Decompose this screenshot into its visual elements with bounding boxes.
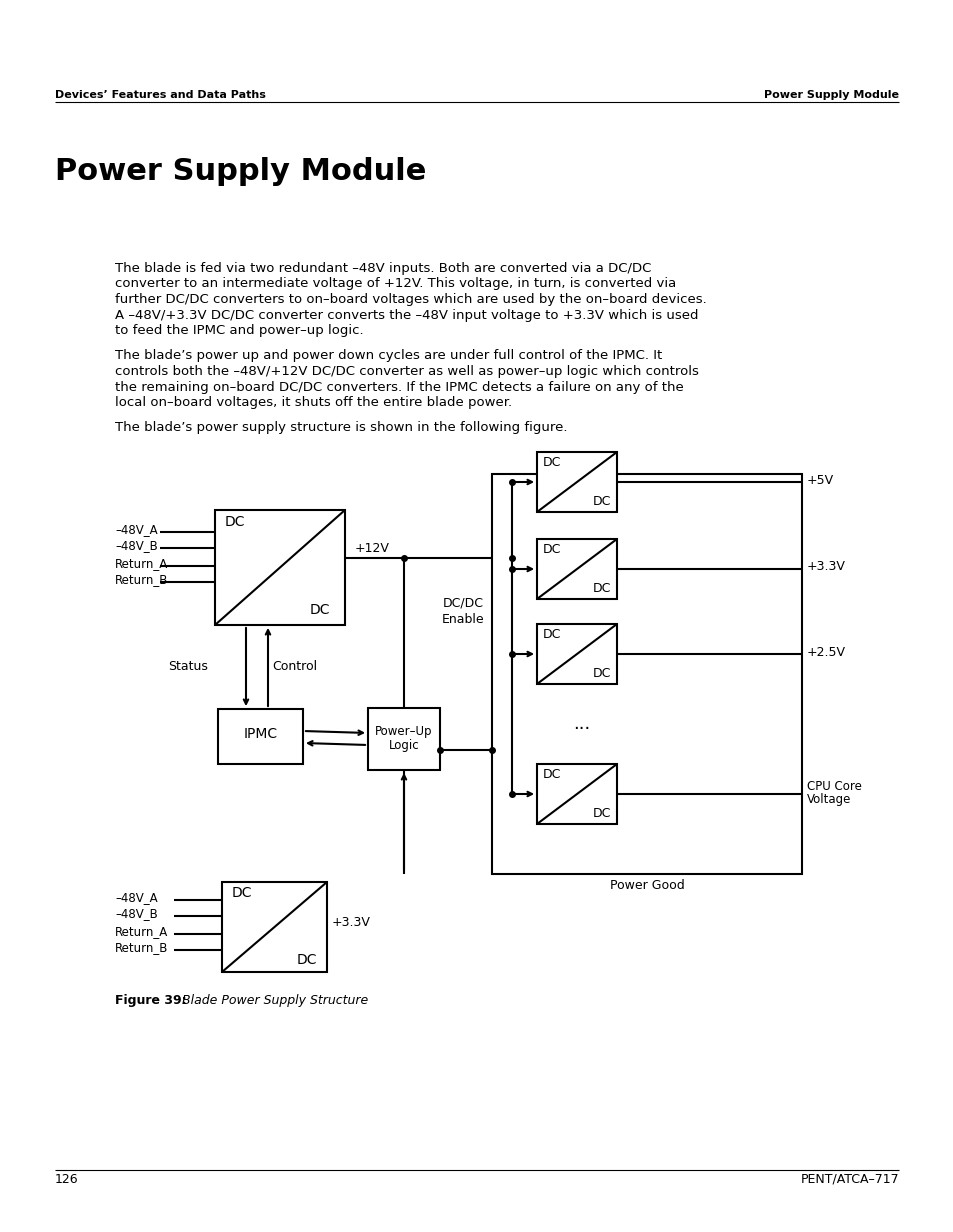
Text: converter to an intermediate voltage of +12V. This voltage, in turn, is converte: converter to an intermediate voltage of … <box>115 277 676 291</box>
Text: Logic: Logic <box>388 739 419 753</box>
Text: DC: DC <box>593 582 611 595</box>
Text: Devices’ Features and Data Paths: Devices’ Features and Data Paths <box>55 90 266 100</box>
Text: DC: DC <box>542 628 560 641</box>
Text: Voltage: Voltage <box>806 793 850 807</box>
Bar <box>214 510 345 625</box>
Bar <box>537 764 617 824</box>
Text: the remaining on–board DC/DC converters. If the IPMC detects a failure on any of: the remaining on–board DC/DC converters.… <box>115 381 683 393</box>
Text: Figure 39:: Figure 39: <box>115 994 187 1007</box>
Text: Control: Control <box>272 660 316 674</box>
Text: Power Supply Module: Power Supply Module <box>763 90 898 100</box>
Text: controls both the –48V/+12V DC/DC converter as well as power–up logic which cont: controls both the –48V/+12V DC/DC conver… <box>115 365 699 378</box>
Bar <box>537 623 617 684</box>
Text: Return_A: Return_A <box>115 558 168 570</box>
Bar <box>368 708 439 770</box>
Text: local on–board voltages, it shuts off the entire blade power.: local on–board voltages, it shuts off th… <box>115 395 512 409</box>
Text: Power Good: Power Good <box>609 878 683 892</box>
Text: DC: DC <box>593 667 611 680</box>
Text: –48V_A: –48V_A <box>115 892 157 904</box>
Text: Blade Power Supply Structure: Blade Power Supply Structure <box>178 994 368 1007</box>
Text: Enable: Enable <box>441 614 483 626</box>
Text: to feed the IPMC and power–up logic.: to feed the IPMC and power–up logic. <box>115 324 363 338</box>
Text: The blade is fed via two redundant –48V inputs. Both are converted via a DC/DC: The blade is fed via two redundant –48V … <box>115 262 651 275</box>
Text: Return_A: Return_A <box>115 925 168 939</box>
Text: IPMC: IPMC <box>243 728 277 742</box>
Text: PENT/ATCA–717: PENT/ATCA–717 <box>800 1173 898 1186</box>
Bar <box>218 708 303 764</box>
Text: DC: DC <box>593 495 611 508</box>
Bar <box>492 474 801 873</box>
Text: –48V_B: –48V_B <box>115 908 157 920</box>
Text: DC: DC <box>542 543 560 556</box>
Text: +12V: +12V <box>355 542 390 554</box>
Text: Return_B: Return_B <box>115 574 168 586</box>
Text: DC: DC <box>296 954 317 967</box>
Text: DC: DC <box>310 602 330 617</box>
Text: ...: ... <box>573 715 590 733</box>
Text: further DC/DC converters to on–board voltages which are used by the on–board dev: further DC/DC converters to on–board vol… <box>115 293 706 306</box>
Bar <box>537 452 617 513</box>
Text: CPU Core: CPU Core <box>806 780 861 792</box>
Text: DC: DC <box>593 807 611 821</box>
Text: DC: DC <box>225 515 245 529</box>
Text: Return_B: Return_B <box>115 941 168 955</box>
Text: The blade’s power supply structure is shown in the following figure.: The blade’s power supply structure is sh… <box>115 421 567 435</box>
Text: Status: Status <box>168 660 208 674</box>
Bar <box>222 882 327 972</box>
Text: DC: DC <box>542 768 560 781</box>
Text: DC: DC <box>542 456 560 469</box>
Text: +3.3V: +3.3V <box>332 915 371 929</box>
Text: –48V_B: –48V_B <box>115 540 157 552</box>
Text: DC: DC <box>232 886 253 901</box>
Text: A –48V/+3.3V DC/DC converter converts the –48V input voltage to +3.3V which is u: A –48V/+3.3V DC/DC converter converts th… <box>115 308 698 322</box>
Text: Power–Up: Power–Up <box>375 726 433 738</box>
Bar <box>537 540 617 599</box>
Text: +3.3V: +3.3V <box>806 561 845 574</box>
Text: The blade’s power up and power down cycles are under full control of the IPMC. I: The blade’s power up and power down cycl… <box>115 350 661 362</box>
Text: –48V_A: –48V_A <box>115 524 157 536</box>
Text: Power Supply Module: Power Supply Module <box>55 156 426 186</box>
Text: +5V: +5V <box>806 473 833 487</box>
Text: +2.5V: +2.5V <box>806 646 845 658</box>
Text: DC/DC: DC/DC <box>442 598 483 610</box>
Text: 126: 126 <box>55 1173 78 1186</box>
